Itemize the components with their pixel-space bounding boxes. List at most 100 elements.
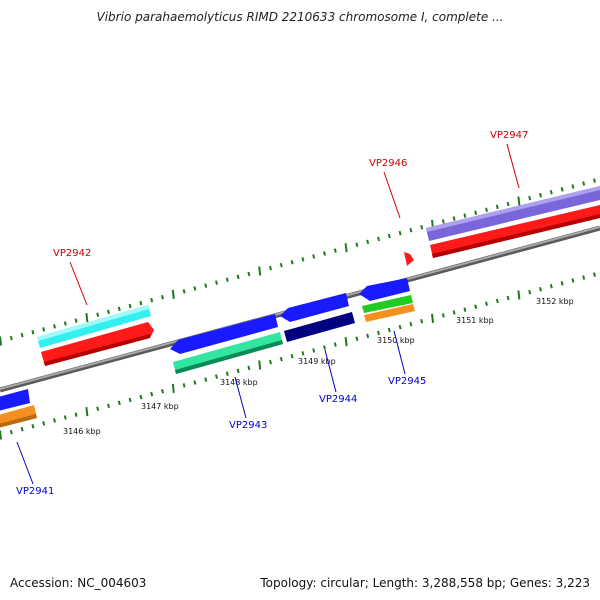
ruler-tick (31, 330, 35, 335)
feature-vp2947[interactable] (426, 186, 600, 258)
feature-vp2941[interactable] (0, 389, 37, 428)
ruler-tick (539, 192, 542, 198)
leader-line (393, 330, 406, 375)
ruler-tick (31, 424, 35, 429)
ruler-tick (333, 342, 337, 347)
map-title: Vibrio parahaemolyticus RIMD 2210633 chr… (96, 10, 504, 24)
ruler-tick (431, 313, 434, 323)
ruler-tick (279, 262, 283, 268)
ruler-tick (161, 295, 164, 300)
leader-line (234, 376, 247, 419)
ruler-tick (323, 251, 326, 256)
ruler-tick (582, 275, 586, 280)
ruler-tick (171, 383, 175, 393)
ruler-tick (193, 286, 197, 291)
ruler-tick (517, 196, 521, 206)
ruler-tick (528, 195, 532, 201)
ruler-tick (377, 330, 380, 336)
ruler-tick (495, 204, 499, 210)
ruler-tick (593, 178, 596, 183)
ruler-tick (301, 351, 305, 356)
ruler-tick (387, 327, 391, 333)
ruler-tick (74, 412, 78, 417)
leader-line (506, 143, 520, 189)
ruler-tick (301, 257, 305, 262)
feature-vp2943[interactable] (170, 314, 283, 374)
ruler-tick (269, 359, 272, 365)
leader-line (16, 441, 34, 485)
ruler-tick (323, 345, 326, 350)
ruler-tick (312, 348, 316, 353)
leader-line (69, 261, 88, 306)
feature-vp2944[interactable] (280, 293, 355, 342)
ruler-tick (215, 374, 218, 379)
feature-vp2946[interactable] (404, 252, 414, 266)
ruler-tick (398, 324, 402, 330)
ruler-label: 3147 kbp (141, 402, 179, 411)
ruler-tick (539, 286, 542, 292)
feature-vp2945[interactable] (359, 278, 415, 322)
ruler-tick (150, 391, 154, 397)
ruler-tick (463, 213, 467, 218)
ruler-tick (441, 219, 445, 224)
ruler-tick (333, 248, 337, 253)
gene-label-vp2942[interactable]: VP2942 (53, 248, 91, 259)
ruler-tick (74, 318, 78, 323)
ruler-tick (20, 332, 24, 338)
ruler-tick (139, 300, 143, 306)
ruler-tick (128, 303, 132, 309)
ruler-tick (128, 397, 132, 403)
ruler-tick (279, 356, 283, 362)
ruler-label: 3149 kbp (298, 357, 336, 366)
ruler-tick (150, 297, 154, 303)
ruler-tick (117, 400, 121, 406)
ruler-tick (258, 266, 262, 276)
ruler-tick (236, 368, 240, 374)
ruler-tick (517, 290, 521, 300)
gene-label-vp2941[interactable]: VP2941 (16, 486, 54, 497)
gene-label-vp2947[interactable]: VP2947 (490, 130, 528, 141)
feature-vp2942[interactable] (37, 305, 154, 366)
ruler-tick (398, 230, 402, 236)
ruler-tick (452, 310, 456, 315)
gene-label-vp2946[interactable]: VP2946 (369, 158, 407, 169)
ruler-tick (42, 327, 46, 332)
ruler-tick (560, 187, 564, 192)
ruler-tick (571, 184, 575, 189)
ruler-tick (171, 289, 175, 299)
ruler-labels: 3146 kbp 3147 kbp 3148 kbp 3149 kbp 3150 kbp… (63, 297, 574, 436)
gene-features[interactable] (0, 186, 600, 428)
ruler-tick (528, 289, 532, 295)
ruler-tick (474, 304, 478, 309)
ruler-tick (377, 236, 380, 242)
ruler-tick (204, 377, 208, 382)
ruler-tick (485, 301, 488, 307)
ruler-tick (452, 216, 456, 221)
ruler-tick (463, 307, 467, 312)
ruler-tick (549, 284, 553, 289)
ruler-tick (441, 313, 445, 318)
ruler-tick (0, 336, 2, 346)
ruler-tick (485, 207, 488, 213)
summary-text: Topology: circular; Length: 3,288,558 bp… (260, 576, 590, 590)
gene-labels[interactable]: VP2941 VP2942 VP2943 VP2944 VP2945 VP2946 VP29… (16, 130, 528, 497)
ruler-tick (85, 407, 89, 417)
ruler-tick (290, 260, 294, 265)
ruler-tick (495, 298, 499, 304)
ruler-tick (312, 254, 316, 259)
ruler-tick (571, 278, 575, 283)
gene-label-vp2945[interactable]: VP2945 (388, 376, 426, 387)
ruler-tick (387, 233, 391, 239)
ruler-tick (593, 272, 596, 277)
ruler-tick (182, 383, 186, 388)
gene-label-vp2943[interactable]: VP2943 (229, 420, 267, 431)
ruler-tick (506, 295, 510, 301)
ruler-tick (409, 321, 413, 327)
gene-label-vp2944[interactable]: VP2944 (319, 394, 357, 405)
ruler-tick (96, 312, 100, 317)
ruler-tick (560, 281, 564, 286)
ruler-tick (193, 380, 197, 385)
ruler-label: 3148 kbp (220, 378, 258, 387)
ruler-tick (53, 418, 56, 423)
